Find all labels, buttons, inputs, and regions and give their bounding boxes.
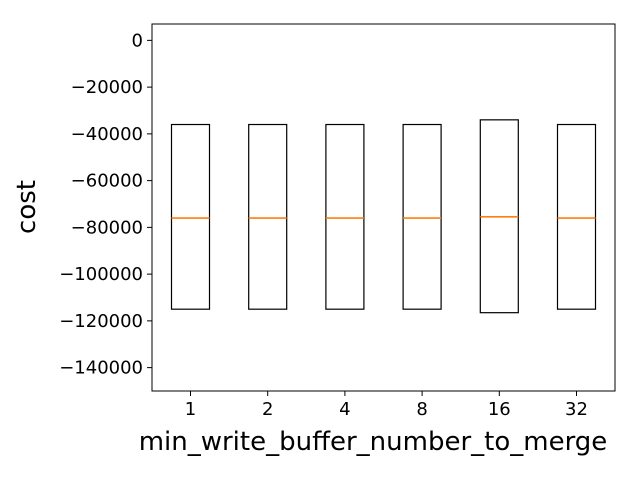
- x-tick-label: 32: [565, 399, 588, 420]
- y-tick-label: −100000: [59, 264, 143, 285]
- box-1: [170, 123, 211, 310]
- plot-area: [151, 23, 616, 392]
- x-axis-label: min_write_buffer_number_to_merge: [139, 427, 608, 457]
- x-tick-label: 4: [339, 399, 350, 420]
- box-8: [402, 123, 442, 310]
- y-tick-label: −80000: [71, 217, 143, 238]
- x-tick-label: 8: [416, 399, 427, 420]
- x-tick-label: 16: [488, 399, 511, 420]
- y-tick-label: −40000: [71, 124, 143, 145]
- box-2: [248, 123, 288, 310]
- y-tick-label: −120000: [59, 311, 143, 332]
- y-tick-label: −20000: [71, 77, 143, 98]
- y-tick-label: −140000: [59, 358, 143, 379]
- boxes-group: [170, 119, 597, 314]
- y-tick-label: −60000: [71, 171, 143, 192]
- y-axis: 0 −20000 −40000 −60000 −80000 −100000 −120000 −…: [59, 30, 152, 379]
- box-4: [325, 123, 365, 310]
- y-axis-label: cost: [12, 180, 42, 234]
- x-tick-label: 2: [262, 399, 273, 420]
- x-tick-label: 1: [185, 399, 196, 420]
- box-32: [556, 123, 597, 310]
- y-tick-label: 0: [132, 30, 143, 51]
- x-axis: 1 2 4 8 16 32: [185, 391, 588, 420]
